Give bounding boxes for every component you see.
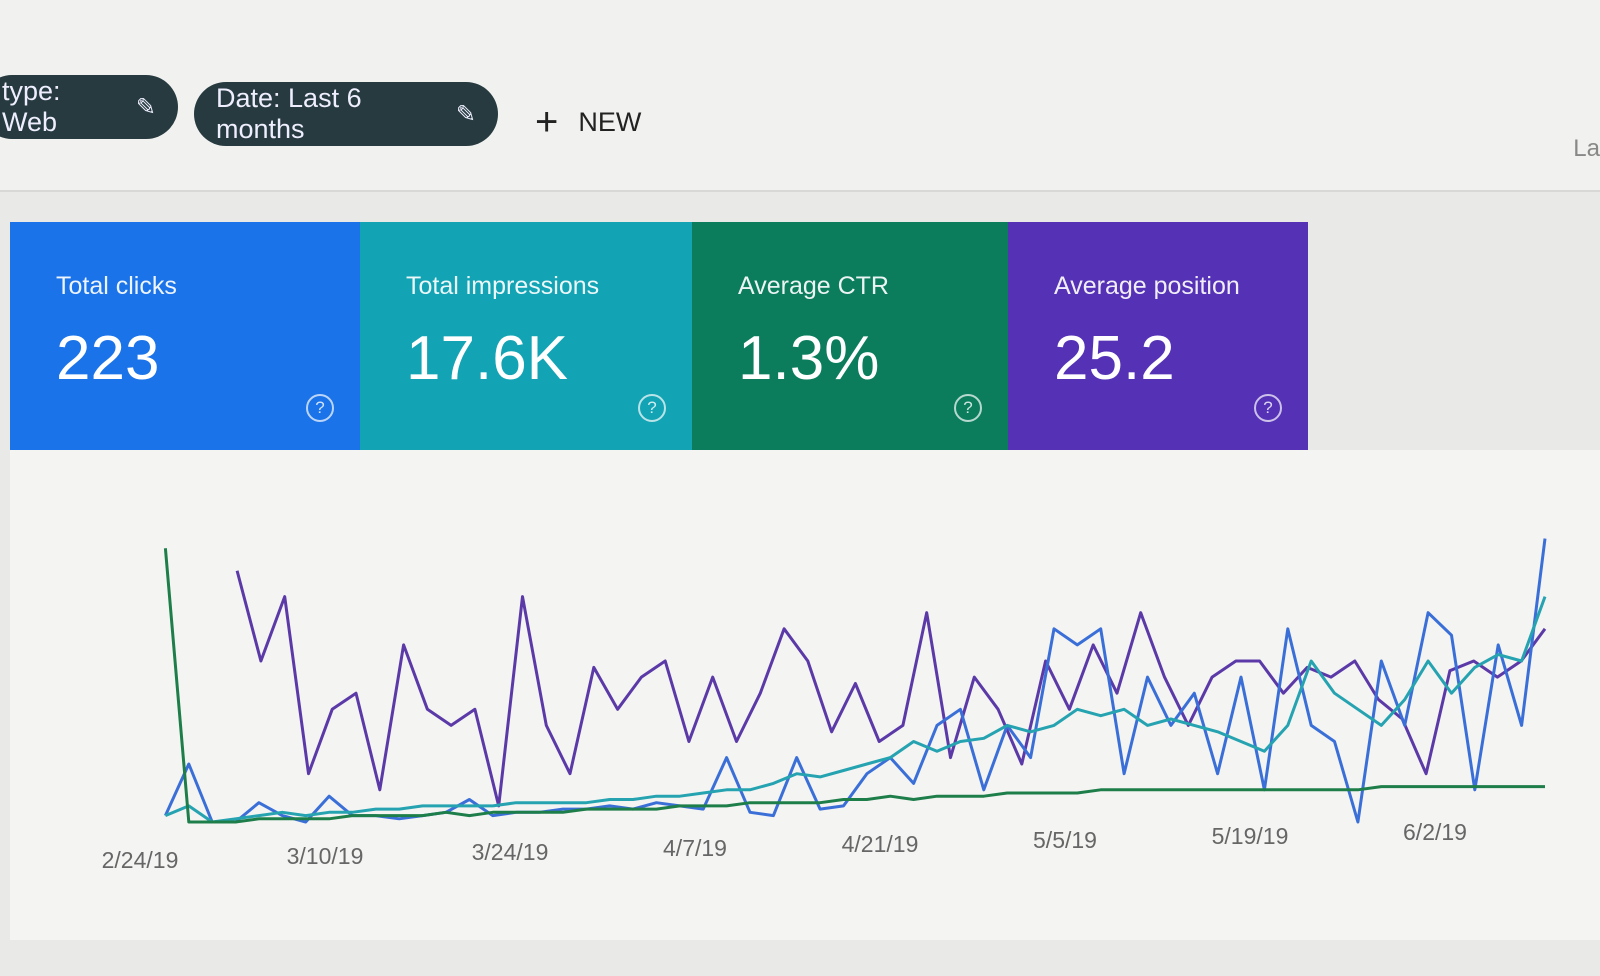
truncated-text: La — [1573, 135, 1600, 162]
help-icon[interactable]: ? — [638, 394, 666, 422]
card-label: Total clicks — [56, 272, 177, 300]
card-value: 25.2 — [1054, 324, 1175, 393]
x-tick-label: 4/21/19 — [842, 831, 919, 857]
help-icon[interactable]: ? — [306, 394, 334, 422]
pencil-icon[interactable]: ✎ — [455, 100, 476, 128]
card-value: 223 — [56, 324, 160, 393]
series-line-2 — [164, 596, 1547, 824]
x-tick-label: 4/7/19 — [663, 835, 727, 861]
chip-label: type: Web — [2, 76, 61, 137]
plus-icon: + — [535, 100, 559, 144]
metric-cards: Total clicks 223 ? Total impressions 17.… — [10, 222, 1308, 450]
card-total-clicks[interactable]: Total clicks 223 ? — [10, 222, 360, 450]
help-icon[interactable]: ? — [954, 394, 982, 422]
series-line-0 — [235, 570, 1547, 808]
card-average-ctr[interactable]: Average CTR 1.3% ? — [692, 222, 1008, 450]
card-label: Average position — [1054, 272, 1240, 300]
series-line-3 — [163, 548, 1545, 824]
filter-bar: type: Web ✎ Date: Last 6 months ✎ + NEW … — [0, 0, 1600, 192]
card-average-position[interactable]: Average position 25.2 ? — [1008, 222, 1308, 450]
card-label: Total impressions — [406, 272, 600, 300]
chip-label: Date: Last 6 months — [216, 83, 362, 144]
help-icon[interactable]: ? — [1254, 394, 1282, 422]
x-tick-label: 3/24/19 — [472, 839, 549, 865]
card-value: 17.6K — [406, 324, 569, 393]
x-tick-label: 6/2/19 — [1403, 819, 1467, 845]
date-filter-chip[interactable]: Date: Last 6 months ✎ — [194, 82, 498, 146]
x-tick-label: 3/10/19 — [287, 843, 364, 869]
card-value: 1.3% — [738, 324, 880, 393]
x-tick-label: 5/19/19 — [1212, 823, 1289, 849]
pencil-icon[interactable]: ✎ — [135, 93, 156, 121]
x-tick-label: 5/5/19 — [1033, 827, 1097, 853]
x-tick-label: 2/24/19 — [102, 847, 179, 873]
new-label: NEW — [578, 107, 642, 137]
search-type-filter-chip[interactable]: type: Web ✎ — [0, 75, 178, 139]
card-total-impressions[interactable]: Total impressions 17.6K ? — [360, 222, 692, 450]
series-line-1 — [164, 538, 1547, 824]
new-filter-button[interactable]: + NEW — [535, 100, 641, 145]
card-label: Average CTR — [738, 272, 889, 300]
